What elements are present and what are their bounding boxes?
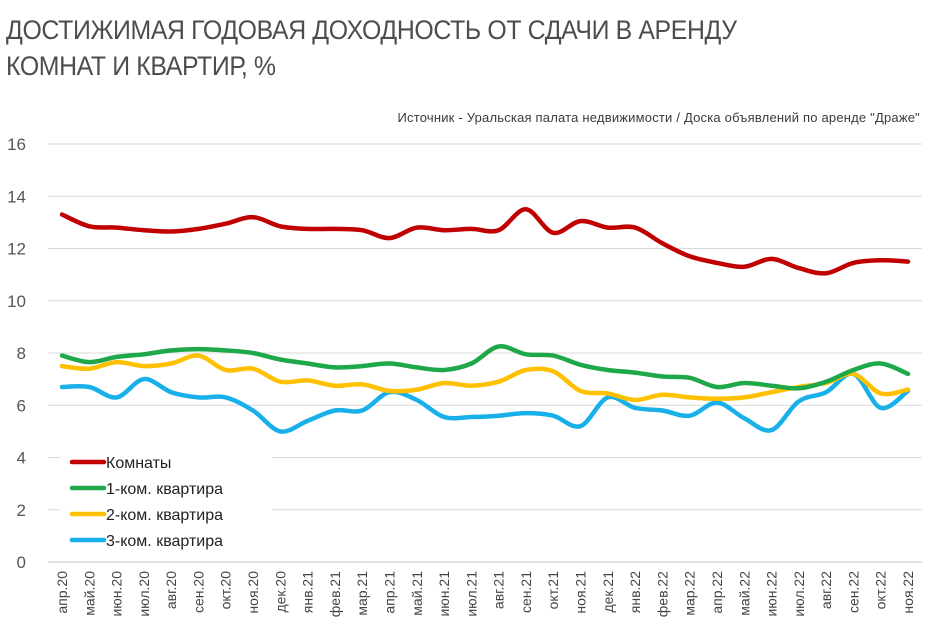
y-tick-label: 6 xyxy=(17,396,26,415)
legend-label: 1-ком. квартира xyxy=(106,481,223,498)
x-tick-label: июн.22 xyxy=(764,571,780,617)
y-axis-ticks: 0 2 4 6 8 10 12 14 16 xyxy=(7,135,26,572)
x-tick-label: ноя.21 xyxy=(573,571,589,614)
x-tick-label: мар.22 xyxy=(682,571,698,616)
x-tick-label: апр.22 xyxy=(709,571,725,614)
chart-title-line-2: КОМНАТ И КВАРТИР, % xyxy=(6,51,276,81)
y-tick-label: 16 xyxy=(7,135,26,154)
x-tick-label: окт.22 xyxy=(873,571,889,610)
x-tick-label: авг.20 xyxy=(163,571,179,609)
x-tick-label: апр.21 xyxy=(381,571,397,614)
y-tick-label: 14 xyxy=(7,187,26,206)
series-lines xyxy=(59,207,911,434)
y-tick-label: 8 xyxy=(17,344,26,363)
x-tick-label: авг.21 xyxy=(491,571,507,609)
legend-label: Комнаты xyxy=(106,455,171,472)
x-tick-label: сен.20 xyxy=(190,571,206,613)
chart-title-line-1: ДОСТИЖИМАЯ ГОДОВАЯ ДОХОДНОСТЬ ОТ СДАЧИ В… xyxy=(6,15,737,45)
x-tick-label: окт.20 xyxy=(218,571,234,610)
chart-source: Источник - Уральская палата недвижимости… xyxy=(397,110,920,125)
x-tick-label: дек.21 xyxy=(600,571,616,613)
x-axis-ticks: апр.20 май.20 июн.20 июл.20 авг.20 сен.20 окт.… xyxy=(54,571,916,617)
x-tick-label: июн.20 xyxy=(109,571,125,617)
y-tick-label: 4 xyxy=(17,449,26,468)
x-tick-label: мар.21 xyxy=(354,571,370,616)
x-tick-label: фев.22 xyxy=(654,571,670,617)
y-tick-label: 12 xyxy=(7,240,26,259)
x-tick-label: июн.21 xyxy=(436,571,452,617)
chart-title: ДОСТИЖИМАЯ ГОДОВАЯ ДОХОДНОСТЬ ОТ СДАЧИ В… xyxy=(6,12,834,84)
x-tick-label: июл.20 xyxy=(136,571,152,617)
x-tick-label: фев.21 xyxy=(327,571,343,617)
x-tick-label: май.21 xyxy=(409,571,425,616)
x-tick-label: дек.20 xyxy=(272,571,288,613)
y-tick-label: 2 xyxy=(17,501,26,520)
series-line-4 xyxy=(59,371,911,434)
x-tick-label: апр.20 xyxy=(54,571,70,614)
series-line-2 xyxy=(59,344,911,391)
x-tick-label: окт.21 xyxy=(545,571,561,610)
x-tick-label: июл.21 xyxy=(463,571,479,617)
x-tick-label: июл.22 xyxy=(791,571,807,617)
x-tick-label: янв.21 xyxy=(300,571,316,613)
legend-label: 3-ком. квартира xyxy=(106,533,223,550)
legend: Комнаты 1-ком. квартира 2-ком. квартира 3-к… xyxy=(60,447,272,559)
y-tick-label: 10 xyxy=(7,292,26,311)
x-tick-label: май.20 xyxy=(81,571,97,616)
series-line-1 xyxy=(59,207,911,276)
x-tick-label: ноя.20 xyxy=(245,571,261,614)
x-tick-label: авг.22 xyxy=(818,571,834,609)
x-tick-label: май.22 xyxy=(736,571,752,616)
legend-label: 2-ком. квартира xyxy=(106,507,223,524)
x-tick-label: сен.22 xyxy=(845,571,861,613)
x-tick-label: ноя.22 xyxy=(900,571,916,614)
x-tick-label: янв.22 xyxy=(627,571,643,613)
y-tick-label: 0 xyxy=(17,553,26,572)
series-line-3 xyxy=(59,353,911,403)
x-tick-label: сен.21 xyxy=(518,571,534,613)
